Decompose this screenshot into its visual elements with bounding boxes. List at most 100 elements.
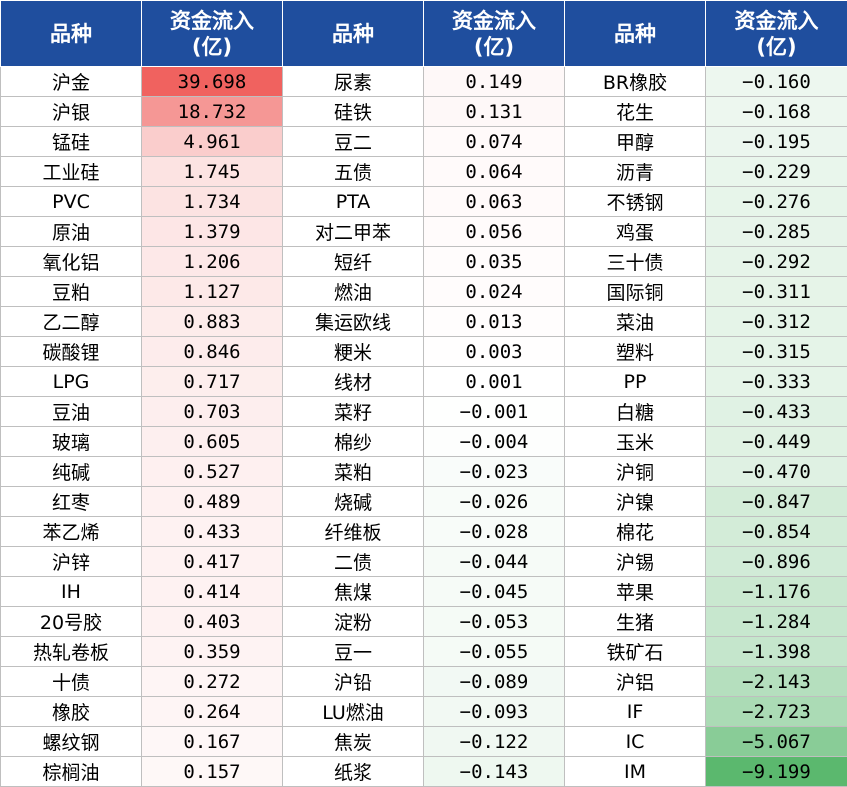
- fund-flow-value-cell: −0.004: [423, 426, 565, 457]
- table-row: 十债 0.272 沪铅 −0.089 沪铝 −2.143: [0, 666, 847, 697]
- variety-name-cell: 烧碱: [282, 486, 424, 517]
- fund-flow-value-cell: 0.272: [141, 666, 283, 697]
- variety-name-cell: 铁矿石: [564, 636, 706, 667]
- fund-flow-value-cell: 39.698: [141, 66, 283, 97]
- fund-flow-value-cell: −0.093: [423, 696, 565, 727]
- fund-flow-value-cell: −2.723: [705, 696, 847, 727]
- fund-flow-value-cell: −5.067: [705, 726, 847, 757]
- fund-flow-value-cell: 1.127: [141, 276, 283, 307]
- fund-flow-value-cell: 0.003: [423, 336, 565, 367]
- table-row: 苯乙烯 0.433 纤维板 −0.028 棉花 −0.854: [0, 516, 847, 547]
- table-row: 橡胶 0.264 LU燃油 −0.093 IF −2.723: [0, 696, 847, 727]
- fund-flow-value-cell: −0.026: [423, 486, 565, 517]
- fund-flow-value-cell: −0.229: [705, 156, 847, 187]
- table-row: 红枣 0.489 烧碱 −0.026 沪镍 −0.847: [0, 486, 847, 517]
- variety-name-cell: 粳米: [282, 336, 424, 367]
- fund-flow-value-cell: 0.074: [423, 126, 565, 157]
- table-row: PVC 1.734 PTA 0.063 不锈钢 −0.276: [0, 186, 847, 217]
- fund-flow-value-cell: −0.315: [705, 336, 847, 367]
- variety-name-cell: 苹果: [564, 576, 706, 607]
- variety-name-cell: 橡胶: [0, 696, 142, 727]
- variety-name-cell: 工业硅: [0, 156, 142, 187]
- table-body: 沪金 39.698 尿素 0.149 BR橡胶 −0.160 沪银 18.732 硅铁 0.131…: [0, 66, 847, 787]
- fund-flow-value-cell: −0.001: [423, 396, 565, 427]
- fund-flow-value-cell: −0.055: [423, 636, 565, 667]
- variety-name-cell: 甲醇: [564, 126, 706, 157]
- header-flow-2: 资金流入 (亿): [423, 0, 565, 67]
- fund-flow-value-cell: 0.417: [141, 546, 283, 577]
- variety-name-cell: 豆粕: [0, 276, 142, 307]
- variety-name-cell: 棉纱: [282, 426, 424, 457]
- fund-flow-value-cell: −0.089: [423, 666, 565, 697]
- variety-name-cell: 玉米: [564, 426, 706, 457]
- fund-flow-value-cell: −0.312: [705, 306, 847, 337]
- header-variety-1: 品种: [0, 0, 142, 67]
- fund-flow-value-cell: −0.847: [705, 486, 847, 517]
- variety-name-cell: 沪铅: [282, 666, 424, 697]
- variety-name-cell: 线材: [282, 366, 424, 397]
- fund-flow-value-cell: −1.284: [705, 606, 847, 637]
- variety-name-cell: 氧化铝: [0, 246, 142, 277]
- variety-name-cell: 豆一: [282, 636, 424, 667]
- variety-name-cell: LPG: [0, 366, 142, 397]
- variety-name-cell: 玻璃: [0, 426, 142, 457]
- variety-name-cell: 鸡蛋: [564, 216, 706, 247]
- fund-flow-value-cell: 0.846: [141, 336, 283, 367]
- variety-name-cell: 对二甲苯: [282, 216, 424, 247]
- table-row: 原油 1.379 对二甲苯 0.056 鸡蛋 −0.285: [0, 216, 847, 247]
- fund-flow-value-cell: 0.703: [141, 396, 283, 427]
- fund-flow-value-cell: 0.035: [423, 246, 565, 277]
- variety-name-cell: 国际铜: [564, 276, 706, 307]
- fund-flow-value-cell: 0.605: [141, 426, 283, 457]
- table-row: 热轧卷板 0.359 豆一 −0.055 铁矿石 −1.398: [0, 636, 847, 667]
- table-row: 螺纹钢 0.167 焦炭 −0.122 IC −5.067: [0, 726, 847, 757]
- table-row: 20号胶 0.403 淀粉 −0.053 生猪 −1.284: [0, 606, 847, 637]
- fund-flow-value-cell: 0.527: [141, 456, 283, 487]
- fund-flow-value-cell: −0.896: [705, 546, 847, 577]
- table-row: 豆粕 1.127 燃油 0.024 国际铜 −0.311: [0, 276, 847, 307]
- variety-name-cell: 菜油: [564, 306, 706, 337]
- variety-name-cell: 白糖: [564, 396, 706, 427]
- variety-name-cell: 沥青: [564, 156, 706, 187]
- table-row: 沪银 18.732 硅铁 0.131 花生 −0.168: [0, 96, 847, 127]
- variety-name-cell: 三十债: [564, 246, 706, 277]
- variety-name-cell: 锰硅: [0, 126, 142, 157]
- fund-flow-value-cell: −0.168: [705, 96, 847, 127]
- variety-name-cell: 纯碱: [0, 456, 142, 487]
- variety-name-cell: 沪锌: [0, 546, 142, 577]
- variety-name-cell: 热轧卷板: [0, 636, 142, 667]
- header-row: 品种 资金流入 (亿) 品种 资金流入 (亿) 品种 资金流入 (亿): [0, 0, 847, 67]
- header-flow-3: 资金流入 (亿): [705, 0, 847, 67]
- fund-flow-value-cell: 0.489: [141, 486, 283, 517]
- table-row: LPG 0.717 线材 0.001 PP −0.333: [0, 366, 847, 397]
- variety-name-cell: LU燃油: [282, 696, 424, 727]
- fund-flow-value-cell: 1.206: [141, 246, 283, 277]
- fund-flow-value-cell: 4.961: [141, 126, 283, 157]
- variety-name-cell: 螺纹钢: [0, 726, 142, 757]
- fund-flow-value-cell: 0.001: [423, 366, 565, 397]
- fund-flow-value-cell: −0.143: [423, 756, 565, 787]
- fund-flow-value-cell: −0.044: [423, 546, 565, 577]
- table-row: 沪锌 0.417 二债 −0.044 沪锡 −0.896: [0, 546, 847, 577]
- fund-flow-value-cell: 1.379: [141, 216, 283, 247]
- variety-name-cell: 焦炭: [282, 726, 424, 757]
- variety-name-cell: 沪铜: [564, 456, 706, 487]
- table-row: 乙二醇 0.883 集运欧线 0.013 菜油 −0.312: [0, 306, 847, 337]
- variety-name-cell: 硅铁: [282, 96, 424, 127]
- variety-name-cell: 沪金: [0, 66, 142, 97]
- variety-name-cell: PTA: [282, 186, 424, 217]
- fund-flow-value-cell: 0.013: [423, 306, 565, 337]
- fund-flow-value-cell: −0.449: [705, 426, 847, 457]
- table-row: 碳酸锂 0.846 粳米 0.003 塑料 −0.315: [0, 336, 847, 367]
- fund-flow-value-cell: −0.122: [423, 726, 565, 757]
- variety-name-cell: 棉花: [564, 516, 706, 547]
- fund-flow-value-cell: 0.024: [423, 276, 565, 307]
- table-row: 纯碱 0.527 菜粕 −0.023 沪铜 −0.470: [0, 456, 847, 487]
- fund-flow-value-cell: −0.023: [423, 456, 565, 487]
- fund-flow-value-cell: 0.717: [141, 366, 283, 397]
- variety-name-cell: 短纤: [282, 246, 424, 277]
- fund-flow-value-cell: −0.311: [705, 276, 847, 307]
- variety-name-cell: IH: [0, 576, 142, 607]
- variety-name-cell: 菜粕: [282, 456, 424, 487]
- fund-flow-value-cell: −0.470: [705, 456, 847, 487]
